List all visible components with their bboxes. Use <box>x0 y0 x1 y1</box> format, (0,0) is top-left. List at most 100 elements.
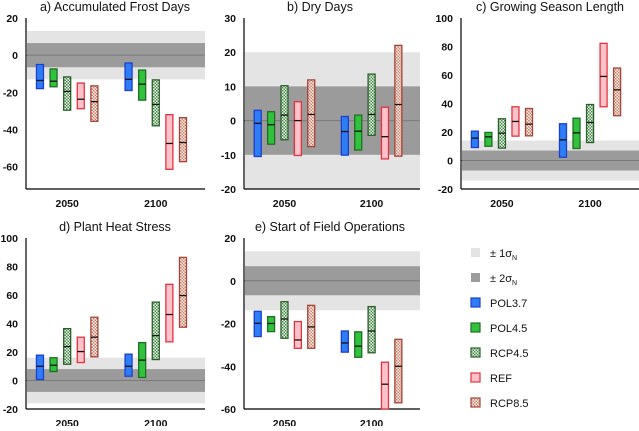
legend-swatch <box>471 248 480 257</box>
x-tick-label: 2100 <box>360 198 384 210</box>
legend-label-subscript: N <box>512 255 517 262</box>
y-tick-label: -20 <box>438 184 453 196</box>
panel-d: d) Plant Heat Stress 100 80 60 40 20 0 -20 2050 2… <box>0 220 205 430</box>
legend-label: ± 1σN <box>490 248 517 262</box>
bar-ref-2100 <box>165 114 174 170</box>
bar-pol45-2050 <box>484 131 493 147</box>
y-tick-label: -10 <box>221 150 236 162</box>
bar-rcp45-2100 <box>367 73 376 136</box>
y-tick-label: 0 <box>447 156 453 168</box>
bar-rcp45-2050 <box>280 85 289 141</box>
y-tick-label: 80 <box>441 42 453 54</box>
bar-pol37-2050 <box>253 109 262 158</box>
legend-item-ref: REF <box>470 372 512 385</box>
y-tick-label: -60 <box>3 162 18 174</box>
legend-swatch <box>470 347 481 358</box>
y-tick-label: -20 <box>221 184 236 196</box>
bar-rcp85-2100 <box>178 256 188 328</box>
y-tick-label: 10 <box>224 81 236 93</box>
chart-title: d) Plant Heat Stress <box>59 220 171 234</box>
y-tick-label: 40 <box>441 99 453 111</box>
chart-title: a) Accumulated Frost Days <box>40 0 190 14</box>
legend-swatch <box>470 397 481 408</box>
chart-title: c) Growing Season Length <box>476 0 624 14</box>
chart-title: b) Dry Days <box>287 0 353 14</box>
bar-rcp85-2100 <box>394 44 403 157</box>
bar-rcp85-2050 <box>307 79 316 148</box>
panel-b: b) Dry Days 30 20 10 0 -10 -20 2050 2100 <box>221 0 420 210</box>
y-tick-label: 60 <box>6 290 18 302</box>
legend-label: ± 2σN <box>490 273 517 287</box>
legend-swatch <box>470 297 481 308</box>
legend-label-subscript: N <box>512 280 517 287</box>
bar-ref-2100 <box>165 283 174 343</box>
legend-item-rcp85: RCP8.5 <box>470 397 529 410</box>
legend-swatch <box>471 273 480 282</box>
y-tick-label: 100 <box>0 233 18 245</box>
legend-label: RCP4.5 <box>490 348 529 360</box>
bar-pol37-2100 <box>124 353 133 377</box>
y-tick-label: 0 <box>12 50 18 62</box>
bar-rcp85-2100 <box>612 67 622 117</box>
legend-swatch <box>470 322 481 333</box>
x-tick-label: 2050 <box>55 198 79 210</box>
y-tick-label: 20 <box>6 13 18 25</box>
legend-item-pol37: POL3.7 <box>470 297 527 310</box>
bar-pol45-2100 <box>354 114 363 151</box>
legend-item-pol45: POL4.5 <box>470 322 527 335</box>
bar-ref-2050 <box>293 320 303 349</box>
legend-item-band-dark: ± 2σN <box>471 273 517 287</box>
bar-pol45-2100 <box>354 331 363 358</box>
bar-rcp45-2050 <box>63 76 72 111</box>
legend-label-text: ± 1σ <box>490 248 512 260</box>
legend-label-text: POL3.7 <box>490 298 527 310</box>
legend-label-text: RCP8.5 <box>490 398 529 410</box>
bar-ref-2050 <box>293 101 303 157</box>
y-tick-label: -20 <box>3 404 18 416</box>
x-tick-label: 2050 <box>55 418 79 426</box>
legend-item-rcp45: RCP4.5 <box>470 347 529 360</box>
y-tick-label: -60 <box>221 404 236 416</box>
y-tick-label: 0 <box>230 276 236 288</box>
y-tick-label: -20 <box>221 319 236 331</box>
legend-label: REF <box>490 373 512 385</box>
bar-pol45-2050 <box>49 68 58 88</box>
bar-pol45-2100 <box>138 69 147 101</box>
y-tick-label: 0 <box>230 116 236 128</box>
x-tick-label: 2100 <box>144 198 168 210</box>
y-tick-label: -20 <box>3 87 18 99</box>
bar-rcp85-2050 <box>524 107 534 137</box>
legend-label: POL4.5 <box>490 323 527 335</box>
y-tick-label: 100 <box>435 13 453 25</box>
bar-ref-2100 <box>380 106 390 160</box>
bar-rcp45-2100 <box>367 305 376 354</box>
bar-ref-2050 <box>76 82 85 110</box>
legend-label-text: RCP4.5 <box>490 348 529 360</box>
bar-rcp45-2100 <box>585 103 595 144</box>
bar-rcp85-2100 <box>394 338 403 404</box>
y-tick-label: 0 <box>12 376 18 388</box>
chart-title: e) Start of Field Operations <box>255 220 405 234</box>
bar-pol37-2100 <box>340 330 349 353</box>
y-tick-label: 20 <box>224 47 236 59</box>
legend-label: POL3.7 <box>490 298 527 310</box>
bar-pol37-2050 <box>35 354 45 381</box>
panel-a: a) Accumulated Frost Days 20 0 -20 -40 -60 205… <box>3 0 205 210</box>
bar-rcp45-2100 <box>151 301 160 361</box>
x-tick-label: 2050 <box>490 198 514 210</box>
y-tick-label: 60 <box>441 70 453 82</box>
panel-e: e) Start of Field Operations 20 0 -20 -40 -60… <box>221 220 420 430</box>
bar-rcp85-2100 <box>178 116 188 163</box>
bar-pol37-2100 <box>340 115 349 156</box>
bar-ref-2050 <box>76 336 85 364</box>
y-tick-label: 20 <box>6 347 18 359</box>
y-tick-label: 20 <box>224 233 236 245</box>
bar-pol37-2100 <box>124 62 133 92</box>
bar-pol37-2050 <box>470 130 480 149</box>
x-tick-label: 2100 <box>360 418 384 426</box>
legend-item-band-light: ± 1σN <box>471 248 517 262</box>
bar-rcp85-2050 <box>90 85 99 122</box>
legend-label: RCP8.5 <box>490 398 529 410</box>
